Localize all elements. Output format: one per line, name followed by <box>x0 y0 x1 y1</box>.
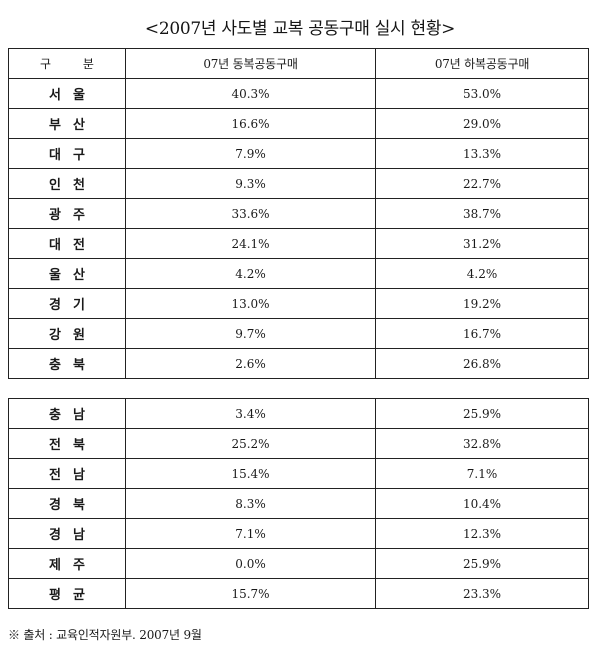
region-cell: 대구 <box>8 138 126 169</box>
winter-cell: 15.7% <box>125 578 376 609</box>
summer-cell: 25.9% <box>375 548 589 579</box>
table-row: 평균 15.7% 23.3% <box>8 578 589 609</box>
summer-cell: 23.3% <box>375 578 589 609</box>
region-cell: 경기 <box>8 288 126 319</box>
region-cell: 인천 <box>8 168 126 199</box>
region-cell: 평균 <box>8 578 126 609</box>
table-row: 충북 2.6% 26.8% <box>8 348 589 379</box>
summer-cell: 16.7% <box>375 318 589 349</box>
table-row: 전북 25.2% 32.8% <box>8 428 589 459</box>
summer-cell: 25.9% <box>375 398 589 429</box>
table-row: 인천 9.3% 22.7% <box>8 168 589 199</box>
summer-cell: 7.1% <box>375 458 589 489</box>
winter-cell: 13.0% <box>125 288 376 319</box>
region-cell: 경북 <box>8 488 126 519</box>
winter-cell: 33.6% <box>125 198 376 229</box>
table-row: 광주 33.6% 38.7% <box>8 198 589 229</box>
winter-cell: 9.3% <box>125 168 376 199</box>
table-row: 대전 24.1% 31.2% <box>8 228 589 259</box>
document-title: <2007년 사도별 교복 공동구매 실시 현황> <box>144 19 456 39</box>
region-cell: 제주 <box>8 548 126 579</box>
table-row: 부산 16.6% 29.0% <box>8 108 589 139</box>
winter-cell: 9.7% <box>125 318 376 349</box>
winter-cell: 7.1% <box>125 518 376 549</box>
summer-cell: 53.0% <box>375 78 589 109</box>
summer-cell: 10.4% <box>375 488 589 519</box>
summer-cell: 26.8% <box>375 348 589 379</box>
source-note: ※ 출처 : 교육인적자원부. 2007년 9월 <box>8 628 202 642</box>
table-row: 강원 9.7% 16.7% <box>8 318 589 349</box>
region-cell: 경남 <box>8 518 126 549</box>
header-summer: 07년 하복공동구매 <box>375 48 589 79</box>
region-cell: 서울 <box>8 78 126 109</box>
table-row: 서울 40.3% 53.0% <box>8 78 589 109</box>
table-row: 제주 0.0% 25.9% <box>8 548 589 579</box>
purchase-table-part-1: 구 분 07년 동복공동구매 07년 하복공동구매 서울 40.3% 53.0%… <box>8 48 589 379</box>
header-category: 구 분 <box>8 48 126 79</box>
winter-cell: 15.4% <box>125 458 376 489</box>
region-cell: 울산 <box>8 258 126 289</box>
region-cell: 전남 <box>8 458 126 489</box>
summer-cell: 38.7% <box>375 198 589 229</box>
winter-cell: 4.2% <box>125 258 376 289</box>
summer-cell: 4.2% <box>375 258 589 289</box>
table-row: 경북 8.3% 10.4% <box>8 488 589 519</box>
table-row: 전남 15.4% 7.1% <box>8 458 589 489</box>
region-cell: 충남 <box>8 398 126 429</box>
winter-cell: 25.2% <box>125 428 376 459</box>
winter-cell: 2.6% <box>125 348 376 379</box>
region-cell: 광주 <box>8 198 126 229</box>
winter-cell: 40.3% <box>125 78 376 109</box>
table-row: 울산 4.2% 4.2% <box>8 258 589 289</box>
header-winter: 07년 동복공동구매 <box>125 48 376 79</box>
purchase-table-part-2: 충남 3.4% 25.9% 전북 25.2% 32.8% 전남 15.4% 7.… <box>8 398 589 609</box>
table-row: 충남 3.4% 25.9% <box>8 398 589 429</box>
winter-cell: 16.6% <box>125 108 376 139</box>
region-cell: 대전 <box>8 228 126 259</box>
summer-cell: 12.3% <box>375 518 589 549</box>
winter-cell: 24.1% <box>125 228 376 259</box>
region-cell: 강원 <box>8 318 126 349</box>
summer-cell: 32.8% <box>375 428 589 459</box>
table-row: 경남 7.1% 12.3% <box>8 518 589 549</box>
summer-cell: 13.3% <box>375 138 589 169</box>
winter-cell: 0.0% <box>125 548 376 579</box>
table-row: 대구 7.9% 13.3% <box>8 138 589 169</box>
winter-cell: 8.3% <box>125 488 376 519</box>
region-cell: 전북 <box>8 428 126 459</box>
winter-cell: 3.4% <box>125 398 376 429</box>
summer-cell: 29.0% <box>375 108 589 139</box>
region-cell: 부산 <box>8 108 126 139</box>
winter-cell: 7.9% <box>125 138 376 169</box>
summer-cell: 31.2% <box>375 228 589 259</box>
table-row: 경기 13.0% 19.2% <box>8 288 589 319</box>
region-cell: 충북 <box>8 348 126 379</box>
table-header-row: 구 분 07년 동복공동구매 07년 하복공동구매 <box>8 48 589 79</box>
summer-cell: 22.7% <box>375 168 589 199</box>
summer-cell: 19.2% <box>375 288 589 319</box>
